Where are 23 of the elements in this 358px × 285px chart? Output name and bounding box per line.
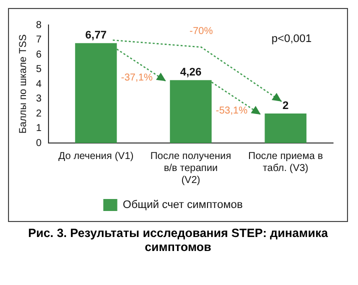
text: Рис. 3. Результаты исследования STEP: динамика симптомов xyxy=(27,226,329,254)
annotation: -70% xyxy=(190,26,213,37)
annotation: p<0,001 xyxy=(272,33,312,46)
y-tick-label: 4 xyxy=(36,78,42,90)
y-tick-label: 2 xyxy=(36,108,42,120)
bar xyxy=(264,114,306,143)
text: 6,77 xyxy=(85,30,107,42)
y-tick-label: 1 xyxy=(36,123,42,134)
y-tick-label: 3 xyxy=(36,94,42,104)
x-tick-label: После приема в табл. (V3) xyxy=(248,150,323,174)
x-tick-label: После получения в/в терапии (V2) xyxy=(150,150,232,186)
y-tick-label: 8 xyxy=(36,20,42,31)
y-axis-title: Баллы по шкале TSS xyxy=(18,34,29,134)
legend-label: Общий счет симптомов xyxy=(122,199,243,212)
y-tick-label: 6 xyxy=(36,49,42,60)
y-tick-label: 7 xyxy=(36,34,42,46)
annotation: -37,1% xyxy=(120,72,153,84)
x-tick-label: До лечения (V1) xyxy=(58,150,134,162)
annotation: -53,1% xyxy=(216,106,248,117)
text: 4,26 xyxy=(180,66,202,79)
y-tick-label: 5 xyxy=(36,64,42,75)
y-tick-label: 0 xyxy=(36,138,42,149)
text: 2 xyxy=(282,100,289,112)
